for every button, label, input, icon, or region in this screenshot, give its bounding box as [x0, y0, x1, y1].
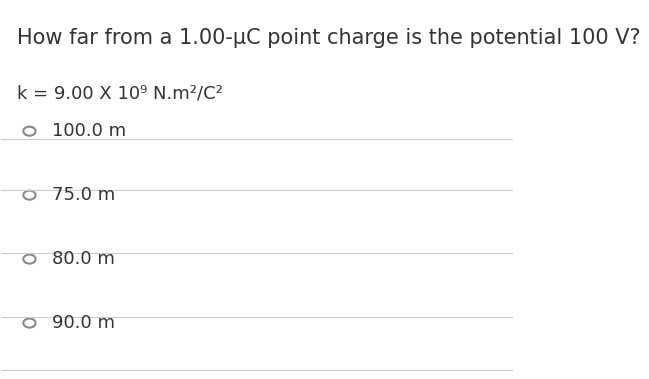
Text: k = 9.00 X 10⁹ N.m²/C²: k = 9.00 X 10⁹ N.m²/C²	[17, 84, 223, 102]
Text: 80.0 m: 80.0 m	[53, 250, 116, 268]
Text: 90.0 m: 90.0 m	[53, 314, 116, 332]
Text: 100.0 m: 100.0 m	[53, 122, 127, 140]
Text: 75.0 m: 75.0 m	[53, 186, 116, 204]
Text: How far from a 1.00-μC point charge is the potential 100 V?: How far from a 1.00-μC point charge is t…	[17, 28, 641, 48]
